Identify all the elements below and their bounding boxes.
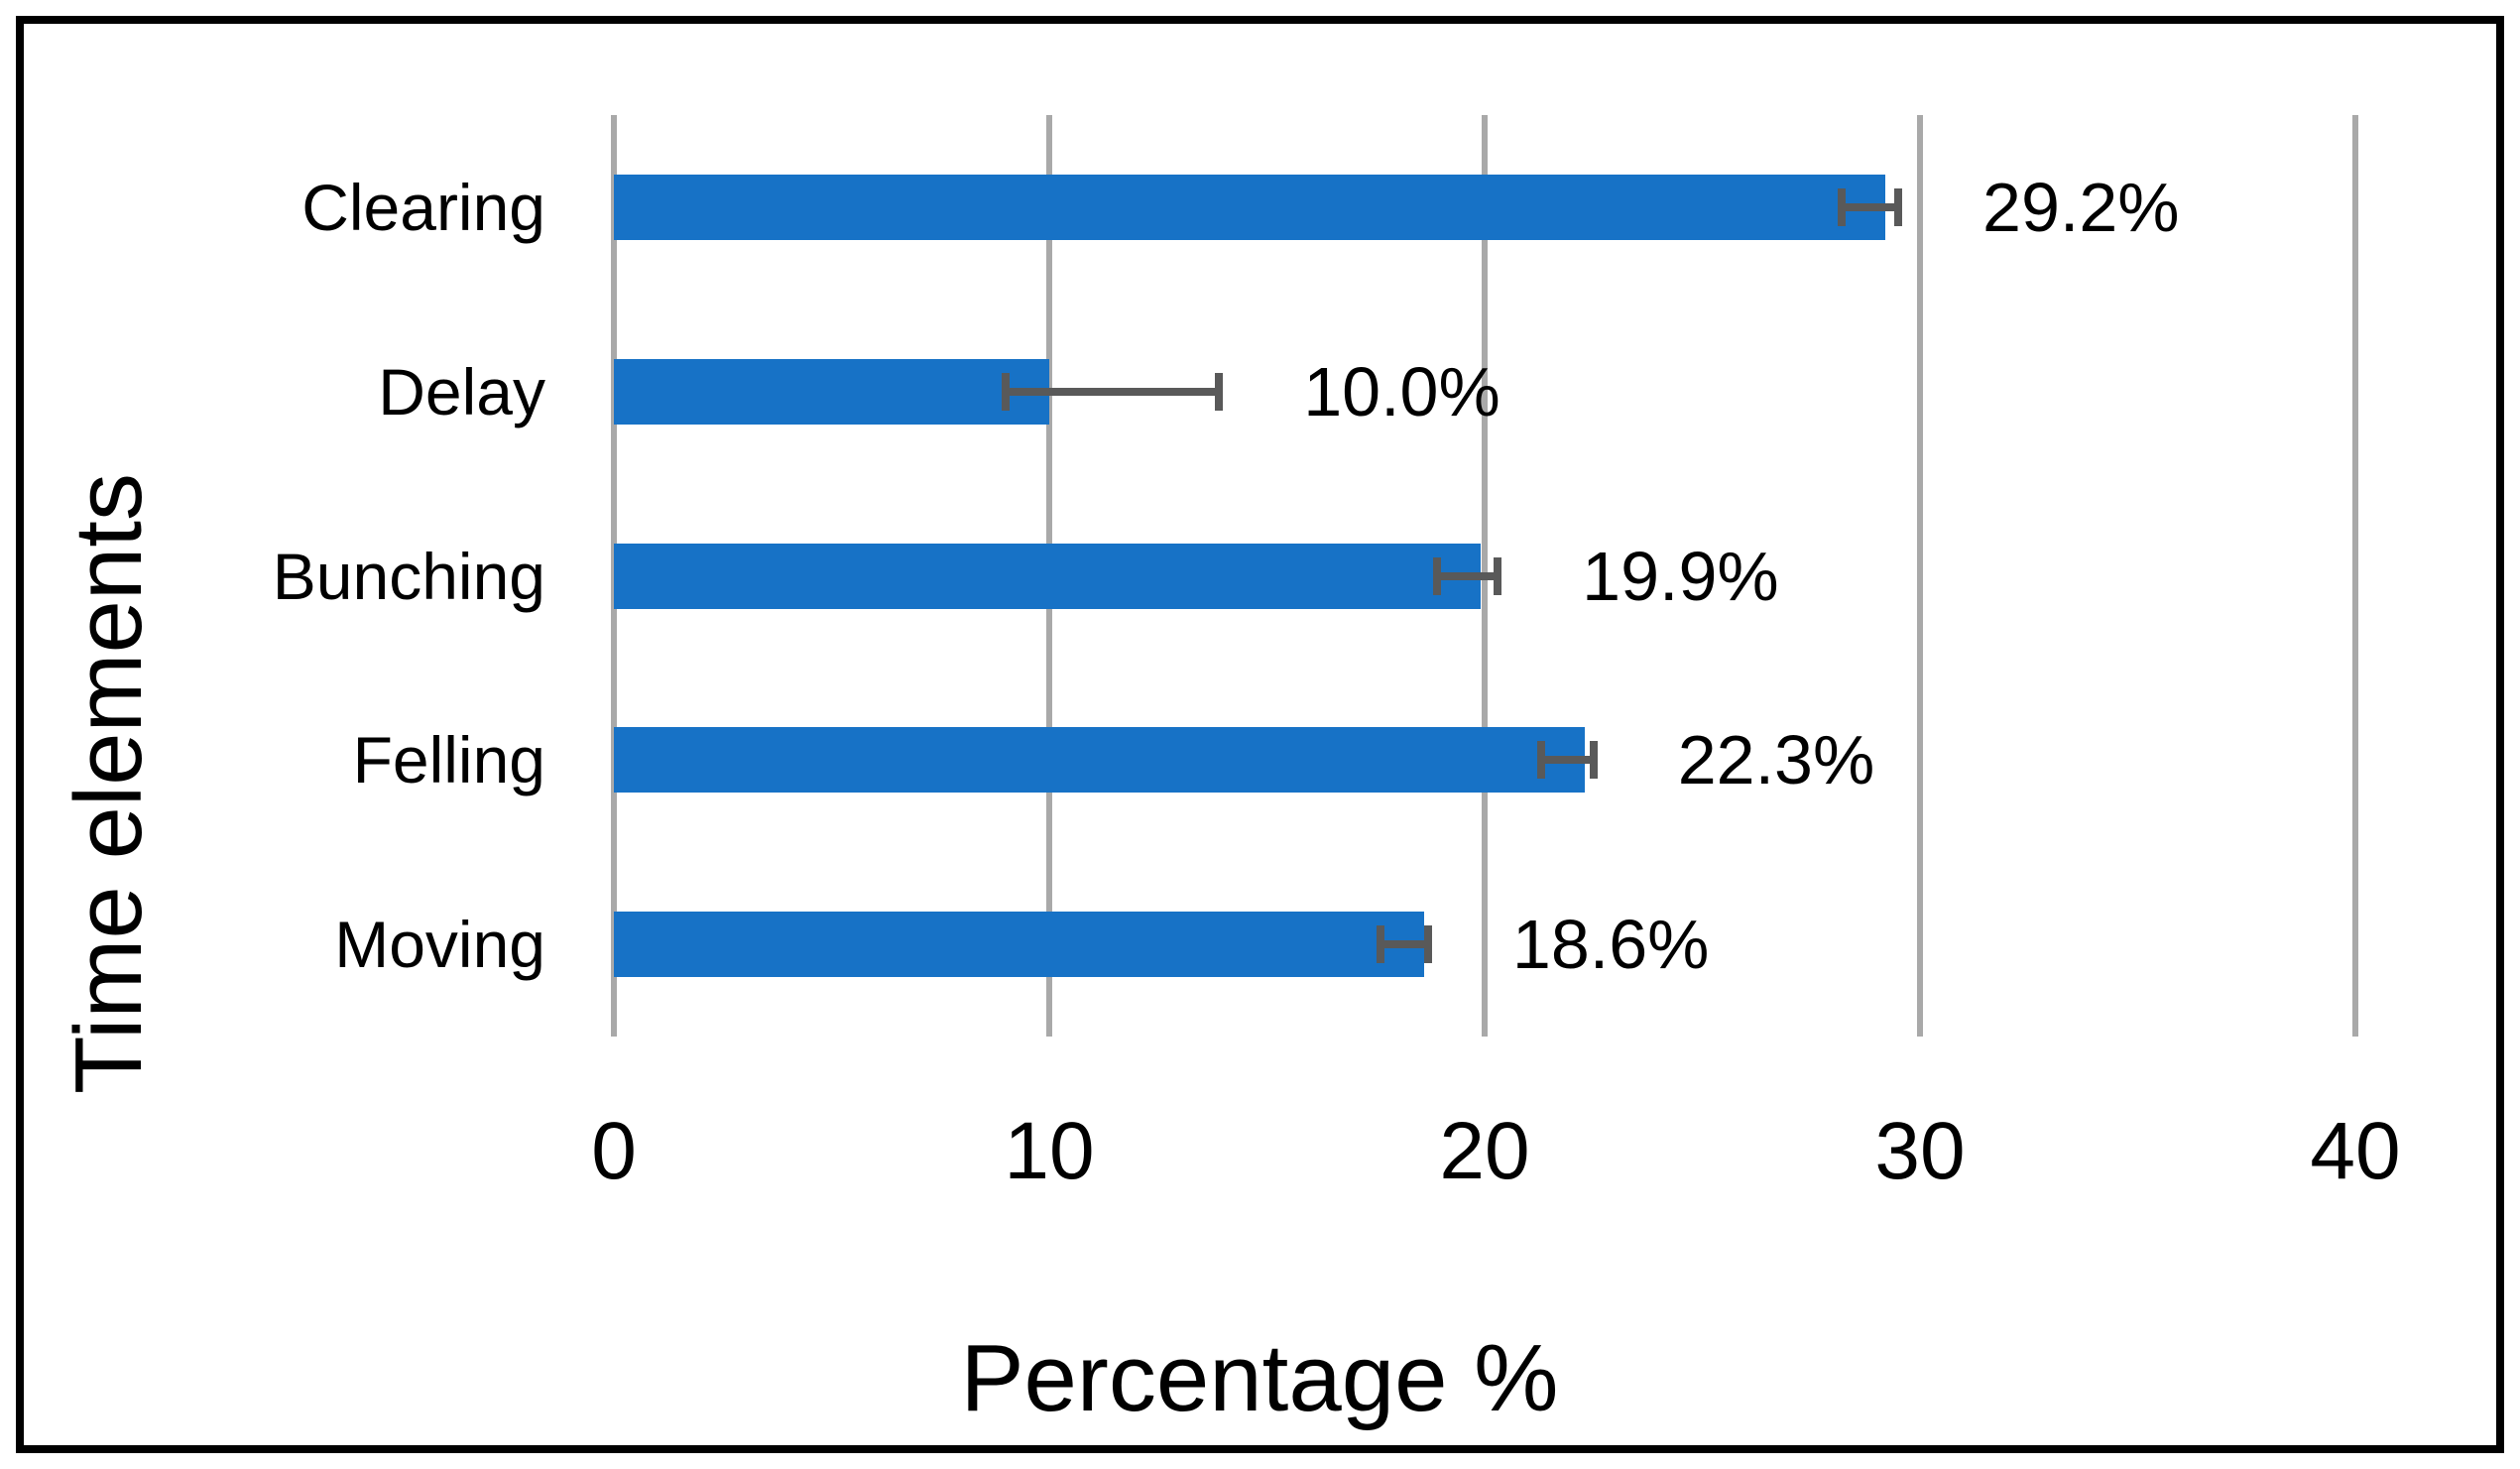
error-bar-cap-high xyxy=(1589,741,1598,780)
category-label: Moving xyxy=(334,908,545,982)
category-label: Clearing xyxy=(301,170,545,244)
x-axis-tick-label: 40 xyxy=(2310,1106,2401,1196)
error-bar-cap-low xyxy=(1837,187,1846,226)
error-bar-cap-high xyxy=(1215,372,1224,411)
error-bar-line xyxy=(1436,571,1499,580)
bar xyxy=(614,358,1049,425)
bar xyxy=(614,912,1424,978)
error-bar-line xyxy=(1380,940,1428,949)
gridline xyxy=(2352,115,2358,1037)
x-axis-title: Percentage % xyxy=(960,1325,1559,1431)
error-bar-line xyxy=(1006,387,1220,396)
bar-value-label: 29.2% xyxy=(1982,168,2180,246)
category-label: Felling xyxy=(352,723,545,797)
error-bar-cap-low xyxy=(1432,556,1441,595)
error-bar-cap-high xyxy=(1894,187,1903,226)
error-bar-cap-high xyxy=(1494,556,1502,595)
bar xyxy=(614,174,1885,240)
x-axis-tick-label: 0 xyxy=(591,1106,637,1196)
x-axis-tick-label: 20 xyxy=(1439,1106,1530,1196)
chart-border-frame xyxy=(16,16,2504,1453)
bar-value-label: 10.0% xyxy=(1303,352,1500,430)
error-bar-line xyxy=(1541,756,1594,765)
x-axis-tick-label: 10 xyxy=(1004,1106,1095,1196)
error-bar-cap-high xyxy=(1423,925,1432,964)
error-bar-cap-low xyxy=(1002,372,1011,411)
error-bar-cap-low xyxy=(1376,925,1384,964)
x-axis-tick-label: 30 xyxy=(1874,1106,1966,1196)
error-bar-cap-low xyxy=(1537,741,1546,780)
bar-value-label: 18.6% xyxy=(1511,906,1710,984)
bar xyxy=(614,543,1481,609)
gridline xyxy=(1917,115,1923,1037)
category-label: Bunching xyxy=(272,539,545,613)
bar-value-label: 19.9% xyxy=(1582,537,1779,615)
category-label: Delay xyxy=(378,354,545,428)
error-bar-line xyxy=(1841,202,1899,211)
bar xyxy=(614,727,1585,794)
bar-value-label: 22.3% xyxy=(1677,721,1875,799)
